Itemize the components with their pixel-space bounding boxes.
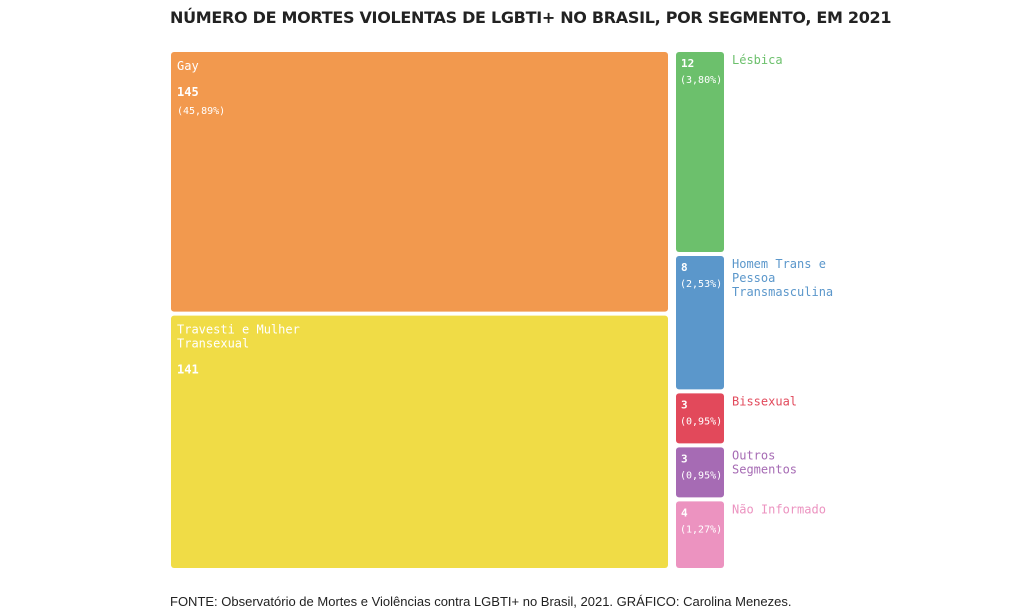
cell-pct-nao-informado: (1,27%)	[680, 524, 722, 535]
treemap-cell-bissexual: 3 (0,95%) Bissexual	[676, 393, 797, 444]
treemap-cell-homem-trans-e-pessoa-transmasculina: 8 (2,53%) Homem Trans ePessoaTransmasculin…	[676, 256, 833, 390]
treemap-cell-lesbica: 12 (3,80%) Lésbica	[676, 52, 783, 252]
cell-pct-outros-segmentos: (0,95%)	[680, 470, 722, 481]
chart-title: NÚMERO DE MORTES VIOLENTAS DE LGBTI+ NO …	[170, 8, 892, 27]
cell-value-homem-trans-e-pessoa-transmasculina: 8	[681, 261, 688, 274]
cell-label-travesti-e-mulher-transexual: Travesti e Mulher	[177, 323, 300, 337]
treemap-rect-lesbica	[676, 52, 724, 252]
cell-value-nao-informado: 4	[681, 506, 688, 519]
treemap-rect-gay	[171, 52, 668, 312]
legend-label-outros-segmentos: Outros	[732, 448, 775, 462]
cell-value-bissexual: 3	[681, 398, 688, 411]
cell-value-lesbica: 12	[681, 57, 694, 70]
cell-value-outros-segmentos: 3	[681, 452, 688, 465]
legend-label-bissexual: Bissexual	[732, 394, 797, 408]
treemap-rect-homem-trans-e-pessoa-transmasculina	[676, 256, 724, 390]
legend-label-homem-trans-e-pessoa-transmasculina: Pessoa	[732, 271, 775, 285]
treemap-rect-bissexual	[676, 393, 724, 444]
cell-pct-lesbica: (3,80%)	[680, 75, 722, 86]
treemap-cell-gay: Gay 145 (45,89%)	[171, 52, 668, 312]
legend-label-homem-trans-e-pessoa-transmasculina: Transmasculina	[732, 285, 833, 299]
treemap-rect-nao-informado	[676, 501, 724, 568]
cell-pct-homem-trans-e-pessoa-transmasculina: (2,53%)	[680, 279, 722, 290]
treemap-rect-travesti-e-mulher-transexual	[171, 315, 668, 568]
treemap-rect-outros-segmentos	[676, 447, 724, 498]
cell-label-travesti-e-mulher-transexual: Transexual	[177, 337, 249, 351]
cell-value-gay: 145	[177, 85, 199, 99]
cell-value-travesti-e-mulher-transexual: 141	[177, 363, 199, 377]
cell-pct-gay: (45,89%)	[177, 106, 225, 117]
source-note: FONTE: Observatório de Mortes e Violênci…	[170, 594, 792, 609]
cell-label-gay: Gay	[177, 59, 199, 73]
treemap-cell-nao-informado: 4 (1,27%) Não Informado	[676, 501, 826, 568]
legend-label-outros-segmentos: Segmentos	[732, 462, 797, 476]
legend-label-lesbica: Lésbica	[732, 53, 783, 67]
legend-label-homem-trans-e-pessoa-transmasculina: Homem Trans e	[732, 257, 826, 271]
cell-pct-bissexual: (0,95%)	[680, 416, 722, 427]
legend-label-nao-informado: Não Informado	[732, 502, 826, 516]
